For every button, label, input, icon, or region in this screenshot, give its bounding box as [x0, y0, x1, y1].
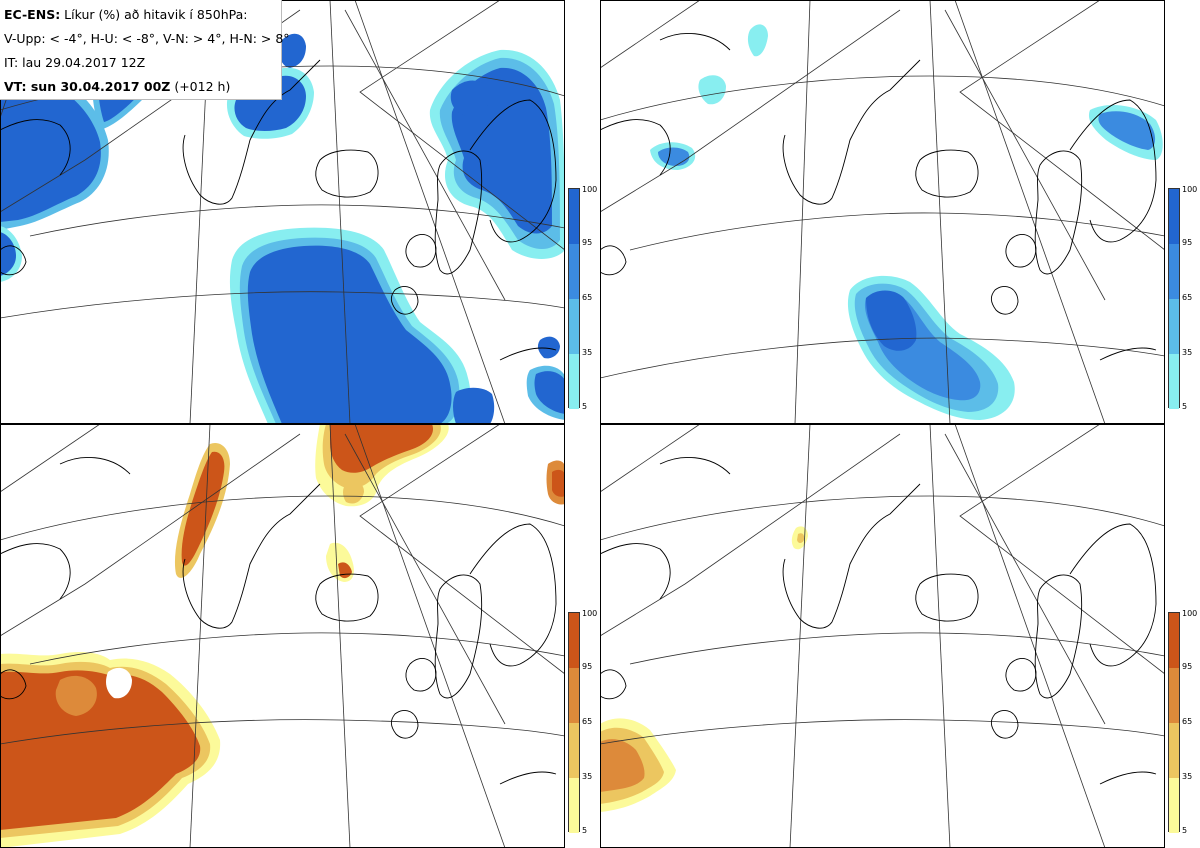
legend-model-name: EC-ENS:	[4, 7, 61, 22]
colorbar-tick: 5	[1182, 826, 1188, 835]
colorbar-segment	[1169, 244, 1179, 299]
colorbar-tick: 5	[582, 402, 588, 411]
legend-description: Líkur (%) að hitavik í 850hPa:	[60, 7, 248, 22]
colorbar-cold	[568, 188, 580, 409]
colorbar-segment	[1169, 613, 1179, 668]
colorbar-segment	[569, 189, 579, 244]
map-legend: EC-ENS: Líkur (%) að hitavik í 850hPa: V…	[0, 0, 290, 100]
colorbar-tick: 100	[582, 609, 598, 618]
colorbar-segment	[569, 723, 579, 778]
colorbar-tick: 5	[1182, 402, 1188, 411]
map-panel-lower-right: 100 95 65 35 5	[600, 424, 1200, 848]
colorbar-tick: 35	[582, 348, 593, 357]
colorbar-tick: 35	[1182, 772, 1193, 781]
coastlines	[600, 33, 1157, 361]
colorbar-segment	[569, 668, 579, 723]
colorbar-tick: 35	[582, 772, 593, 781]
colorbar-tick: 65	[1182, 717, 1193, 726]
legend-thresholds: V-Upp: < -4°, H-U: < -8°, V-N: > 4°, H-N…	[4, 31, 290, 46]
colorbar-segment	[569, 778, 579, 833]
colorbar-segment	[569, 613, 579, 668]
colorbar-segment	[569, 299, 579, 354]
colorbar-tick: 65	[582, 293, 593, 302]
colorbar-cold	[1168, 188, 1180, 409]
colorbar-segment	[569, 244, 579, 299]
colorbar-tick: 5	[582, 826, 588, 835]
coastlines	[600, 457, 1157, 785]
colorbar-segment	[1169, 299, 1179, 354]
colorbar-segment	[1169, 778, 1179, 833]
colorbar-tick: 100	[1182, 185, 1198, 194]
legend-init-time: IT: lau 29.04.2017 12Z	[4, 55, 146, 70]
probability-field	[600, 526, 808, 812]
coastlines	[0, 33, 557, 361]
probability-field	[650, 24, 1163, 420]
colorbar-tick: 95	[582, 662, 593, 671]
colorbar-segment	[569, 354, 579, 409]
colorbar-tick: 95	[1182, 662, 1193, 671]
coastlines	[0, 457, 557, 785]
map-panel-lower-left: 100 95 65 35 5	[0, 424, 600, 848]
graticule	[600, 0, 1165, 424]
probability-field	[0, 424, 565, 848]
colorbar-tick: 100	[582, 185, 598, 194]
colorbar-tick: 95	[582, 238, 593, 247]
map-panel-upper-left: EC-ENS: Líkur (%) að hitavik í 850hPa: V…	[0, 0, 600, 424]
colorbar-tick: 65	[1182, 293, 1193, 302]
graticule	[600, 424, 1165, 848]
colorbar-warm	[568, 612, 580, 833]
graticule	[0, 424, 565, 848]
map-lower-right	[600, 424, 1165, 848]
map-lower-left	[0, 424, 565, 848]
colorbar-warm	[1168, 612, 1180, 833]
colorbar-segment	[1169, 723, 1179, 778]
colorbar-tick: 100	[1182, 609, 1198, 618]
colorbar-segment	[1169, 354, 1179, 409]
legend-model: EC-ENS: Líkur (%) að hitavik í 850hPa:	[4, 3, 277, 27]
legend-valid-date: VT: sun 30.04.2017 00Z	[4, 79, 171, 94]
colorbar-tick: 95	[1182, 238, 1193, 247]
colorbar-segment	[1169, 189, 1179, 244]
colorbar-tick: 35	[1182, 348, 1193, 357]
colorbar-tick: 65	[582, 717, 593, 726]
legend-valid-time: VT: sun 30.04.2017 00Z (+012 h)	[4, 75, 277, 99]
legend-lead-time: (+012 h)	[170, 79, 231, 94]
map-panel-upper-right: 100 95 65 35 5	[600, 0, 1200, 424]
colorbar-segment	[1169, 668, 1179, 723]
map-upper-right	[600, 0, 1165, 424]
